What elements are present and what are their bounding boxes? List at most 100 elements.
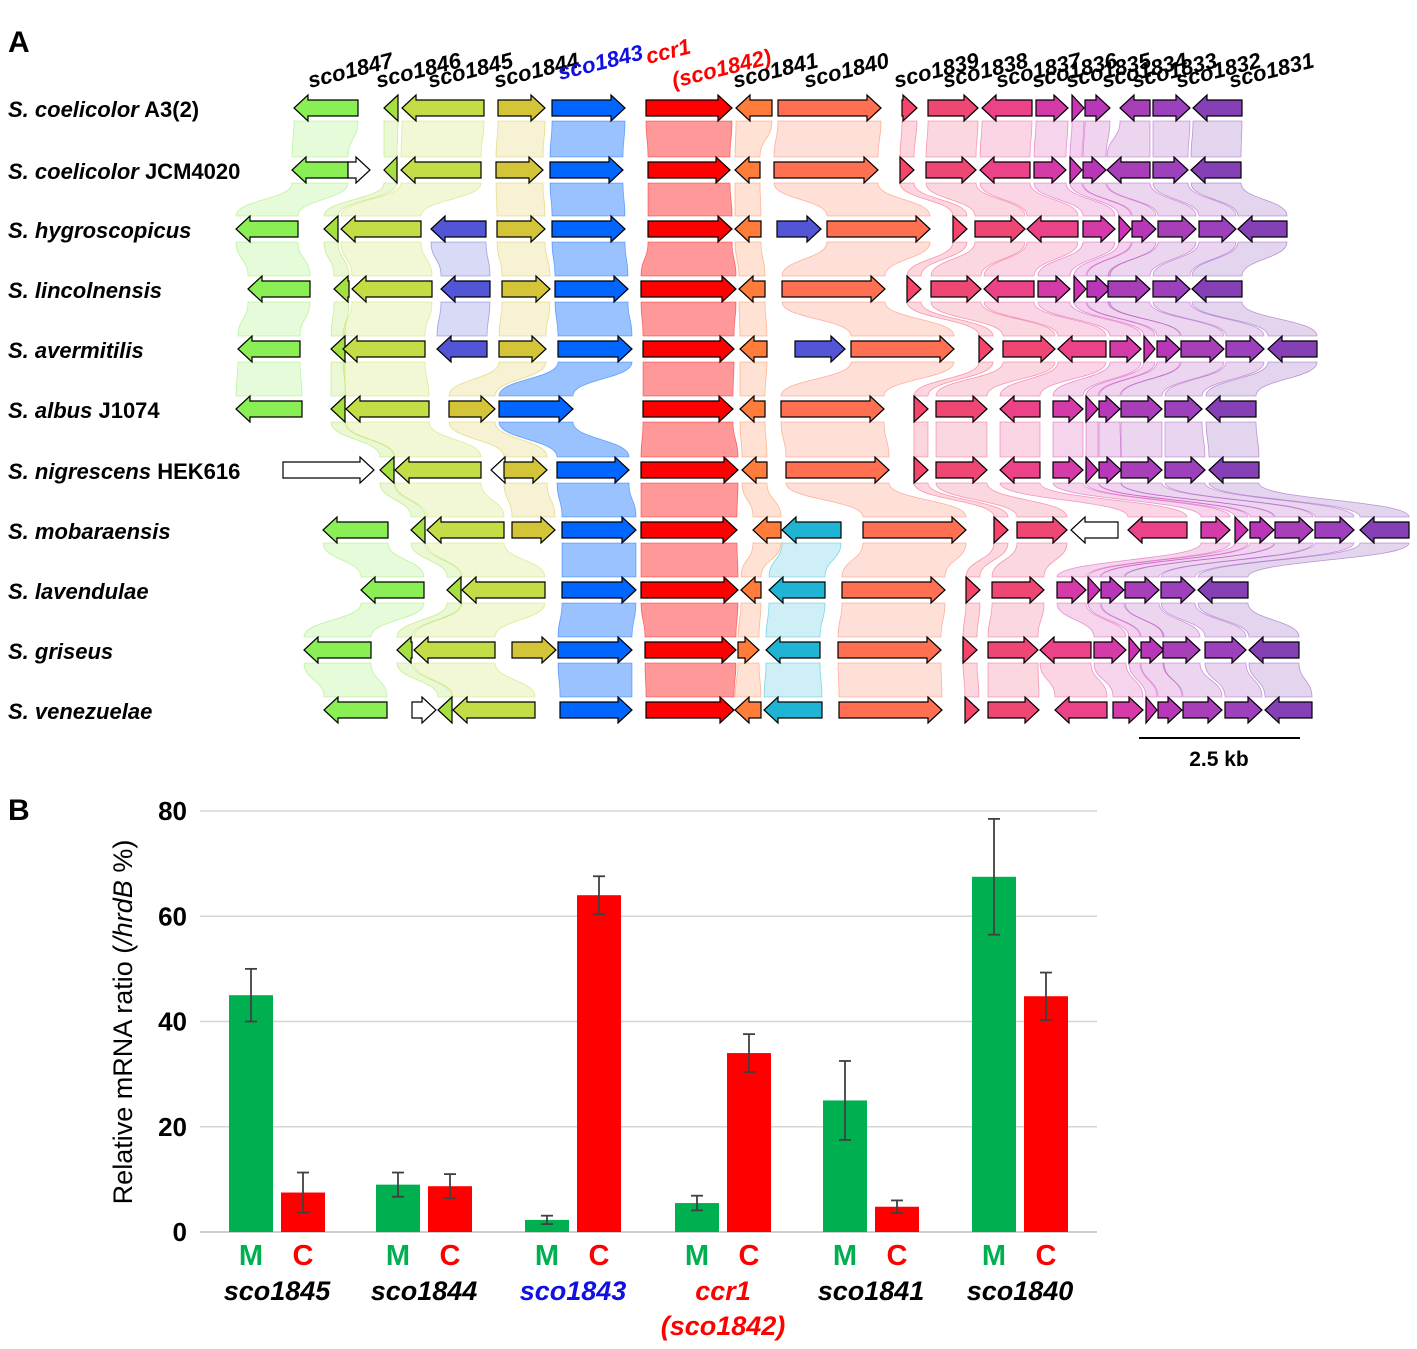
gene-arrow-sco1836	[1093, 635, 1127, 665]
gene-arrow-extra_cyan	[763, 695, 823, 725]
series-label-M: M	[535, 1240, 559, 1272]
panel-b-label: B	[8, 794, 30, 827]
homology-link-sco1844	[448, 421, 548, 458]
homology-link-sco1840	[780, 421, 890, 458]
homology-link-sco1844	[495, 182, 546, 217]
homology-link-sco1841	[737, 602, 762, 638]
homology-link-sco1833	[1106, 120, 1151, 158]
homology-link-sco1833	[1106, 182, 1197, 217]
homology-link-sco1843	[549, 120, 626, 158]
homology-link-sco1833	[1120, 361, 1225, 397]
gene-arrow-sco1846	[410, 515, 426, 545]
gene-arrow-sco1845	[426, 515, 505, 545]
gene-arrow-sco1845	[342, 334, 426, 364]
series-label-M: M	[833, 1240, 857, 1272]
gene-arrow-sco1831	[1264, 695, 1313, 725]
gene-arrow-sco1840	[773, 155, 879, 185]
gene-arrow-sco1836	[1112, 695, 1144, 725]
homology-link-sco1843	[549, 182, 626, 217]
gene-arrow-sco1845	[461, 575, 546, 605]
homology-link-sco1838	[925, 120, 979, 158]
gene-arrow-sco1839	[913, 394, 929, 424]
homology-link-sco1846	[323, 241, 350, 277]
y-tick-label: 40	[158, 1007, 187, 1037]
homology-link-sco1832	[1160, 602, 1247, 638]
gene-arrow-sco1838	[935, 455, 988, 485]
gene-arrow-sco1838	[1016, 515, 1068, 545]
gene-arrow-sco1833	[1120, 455, 1163, 485]
homology-link-sco1845	[345, 421, 482, 458]
gene-arrow-sco1832	[1198, 214, 1237, 244]
homology-link-sco1832	[1164, 361, 1265, 397]
homology-link-sco1847	[235, 361, 303, 397]
gene-arrow-sco1834	[1098, 394, 1121, 424]
gene-arrow-sco1841	[734, 695, 762, 725]
gene-arrow-sco1837	[1039, 635, 1092, 665]
gene-category-label: ccr1	[695, 1276, 751, 1306]
species-label: S. avermitilis	[8, 338, 144, 363]
homology-link-sco1832	[1164, 421, 1206, 458]
gene-arrow-sco1836	[1037, 274, 1071, 304]
bar-M-sco1840	[972, 876, 1016, 1232]
gene-arrow-sco1833	[1157, 214, 1197, 244]
gene-arrow-sco1839	[913, 455, 929, 485]
gene-arrow-extra_blue	[430, 214, 487, 244]
gene-arrow-sco1843	[557, 334, 633, 364]
homology-link-sco1845	[340, 241, 433, 277]
gene-arrow-sco1833	[1162, 635, 1201, 665]
series-label-C: C	[293, 1240, 314, 1272]
homology-link-sco1846	[396, 602, 462, 638]
gene-category-label: sco1844	[371, 1276, 478, 1306]
gene-arrow-sco1844	[495, 155, 544, 185]
homology-link-sco1844	[496, 241, 551, 277]
strain-name: JCM4020	[139, 159, 241, 184]
homology-link-sco1844	[495, 120, 546, 158]
gene-name-label: sco1843	[555, 40, 645, 85]
species-name: S. lavendulae	[8, 579, 149, 604]
homology-link-sco1837	[979, 120, 1033, 158]
gene-arrow-sco1845	[340, 214, 422, 244]
homology-link-sco1839	[965, 542, 1009, 578]
gene-arrow-unknown	[411, 695, 437, 725]
homology-link-sco1835	[1069, 120, 1085, 158]
gene-arrow-sco1843	[561, 575, 637, 605]
gene-arrow-sco1843	[561, 515, 637, 545]
strain-name: HEK616	[151, 459, 240, 484]
gene-arrow-sco1835	[1073, 274, 1087, 304]
gene-arrow-sco1847	[293, 93, 359, 123]
gene-category-label: sco1841	[818, 1276, 925, 1306]
gene-arrow-sco1840	[785, 455, 890, 485]
gene-arrow-sco1831	[1248, 635, 1300, 665]
gene-arrow-sco1841	[739, 394, 766, 424]
species-name: S. avermitilis	[8, 338, 144, 363]
homology-link-sco1845	[400, 120, 485, 158]
species-label: S. coelicolor JCM4020	[8, 159, 240, 184]
gene-arrow-sco1845	[400, 155, 482, 185]
homology-link-sco1836	[1093, 662, 1144, 698]
gene-arrow-sco1836	[1200, 515, 1231, 545]
homology-link-sco1836	[1056, 602, 1127, 638]
gene-arrow-sco1835	[1143, 334, 1156, 364]
gene-arrow-sco1836	[1052, 455, 1084, 485]
gene-arrow-sco1847	[237, 334, 301, 364]
gene-arrow-sco1831	[1205, 394, 1257, 424]
gene-arrow-sco1835	[1069, 155, 1083, 185]
gene-arrow-sco1843	[498, 394, 574, 424]
homology-link-sco1845	[394, 482, 505, 518]
gene-arrow-ccr1	[644, 635, 737, 665]
gene-arrow-sco1837	[981, 93, 1033, 123]
gene-arrow-sco1834	[1156, 334, 1181, 364]
species-label: S. griseus	[8, 639, 113, 664]
gene-arrow-extra_cyan	[768, 575, 826, 605]
homology-links	[235, 120, 1410, 698]
homology-link-sco1841	[734, 241, 766, 277]
homology-link-sco1840	[837, 662, 943, 698]
homology-link-sco1838	[925, 182, 1026, 217]
gene-arrow-sco1846	[446, 575, 462, 605]
gene-arrow-sco1840	[780, 394, 885, 424]
gene-category-label-sub: (sco1842)	[661, 1311, 786, 1341]
gene-arrow-sco1832	[1152, 93, 1191, 123]
homology-link-ccr1	[640, 241, 737, 277]
gene-arrow-sco1837	[1054, 695, 1108, 725]
